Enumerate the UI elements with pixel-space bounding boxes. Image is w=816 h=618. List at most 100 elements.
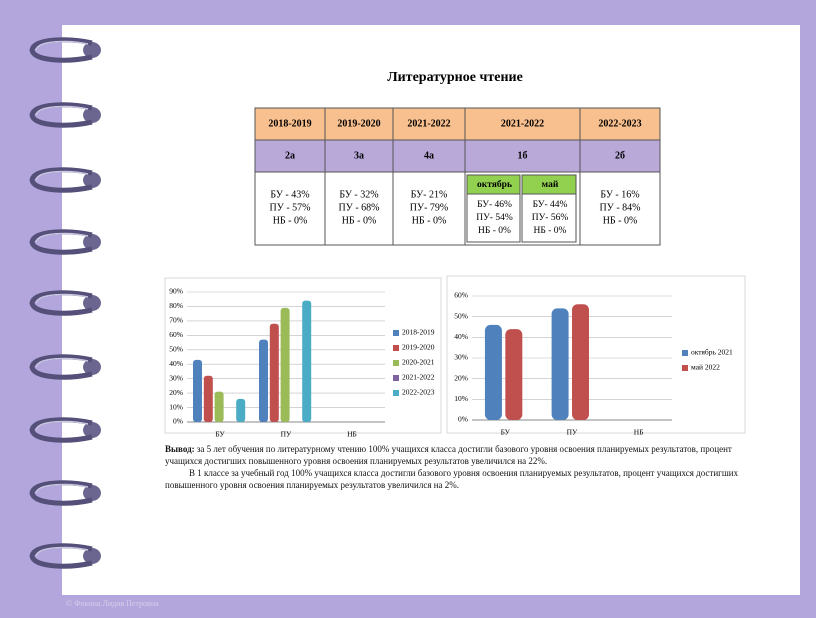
y-tick-label: 40% [169, 359, 183, 368]
header-text: 2018-2019 [268, 118, 311, 129]
ring-shine [35, 293, 89, 304]
class-text: 3а [354, 150, 364, 161]
bar [214, 391, 224, 422]
y-tick-label: 70% [169, 316, 183, 325]
class-cell [324, 139, 394, 173]
ring [29, 102, 93, 128]
x-tick-label: БУ [501, 428, 511, 437]
y-tick-label: 10% [454, 394, 468, 403]
table: 2018-2019 2а 2019-2020 3а 2021-2022 4а 2021-20… [254, 107, 661, 246]
ring-shine [35, 483, 89, 494]
paragraph: Вывод: за 5 лет обучения по литературном… [165, 443, 755, 467]
ring-hole [83, 485, 101, 501]
y-tick-label: 0% [458, 415, 468, 424]
split-text: БУ- 44% [533, 200, 568, 210]
result-cell [392, 171, 466, 246]
bar [302, 300, 312, 422]
bar [572, 304, 589, 420]
class-text: 2б [615, 150, 625, 161]
y-tick-label: 20% [169, 388, 183, 397]
header-text: 2021-2022 [501, 118, 544, 129]
text: за 5 лет обучения по литературному чтени… [165, 444, 732, 466]
split-text: ПУ- 54% [476, 213, 513, 223]
y-tick-label: 30% [454, 353, 468, 362]
result-text: ПУ - 68% [339, 202, 380, 213]
bar [280, 307, 290, 422]
split-cell [521, 193, 577, 243]
ring [29, 543, 93, 569]
conclusion-text: Вывод: за 5 лет обучения по литературном… [165, 443, 755, 491]
y-tick-label: 60% [454, 291, 468, 300]
y-tick-label: 50% [169, 344, 183, 353]
header-text: 2022-2023 [598, 118, 641, 129]
ring-shine [35, 546, 89, 557]
header-text: 2019-2020 [337, 118, 380, 129]
class-text: 4а [424, 150, 434, 161]
result-cell [579, 171, 661, 246]
ring-shine [35, 420, 89, 431]
class-text: 1б [518, 150, 528, 161]
bar [505, 329, 523, 420]
result-text: НБ - 0% [412, 215, 447, 226]
bar [551, 308, 569, 420]
bar [236, 398, 246, 422]
ring-hole [83, 42, 101, 58]
bar [259, 339, 268, 422]
result-text: ПУ- 79% [410, 202, 448, 213]
result-text: БУ - 16% [600, 189, 639, 200]
bar [193, 359, 202, 422]
title: Литературное чтение [387, 70, 523, 85]
ring-hole [83, 234, 101, 250]
result-text: БУ - 32% [339, 189, 378, 200]
ring-hole [83, 548, 101, 564]
ring [29, 354, 93, 380]
result-text: ПУ - 57% [270, 202, 311, 213]
ring-shine [35, 357, 89, 368]
class-cell [392, 139, 466, 173]
y-tick-label: 80% [169, 301, 183, 310]
legend-label: 2018-2019 [402, 328, 435, 337]
y-tick-label: 30% [169, 373, 183, 382]
result-text: ПУ - 84% [600, 202, 641, 213]
ring-shine [35, 232, 89, 243]
x-tick-label: БУ [215, 430, 225, 439]
split-text: НБ - 0% [534, 226, 567, 236]
result-text: НБ - 0% [603, 215, 638, 226]
legend-label: 2019-2020 [402, 343, 435, 352]
split-text: НБ - 0% [478, 226, 511, 236]
ring-shine [35, 105, 89, 116]
y-tick-label: 50% [454, 311, 468, 320]
y-tick-label: 20% [454, 373, 468, 382]
legend-label: октябрь 2021 [691, 348, 733, 357]
ring-hole [83, 172, 101, 188]
ring [29, 229, 93, 255]
x-tick-label: ПУ [567, 428, 578, 437]
footer: © Фокина Лидия Петровна [66, 599, 159, 608]
header-cell [579, 107, 661, 141]
legend-label: май 2022 [691, 363, 720, 372]
legend-label: 2022-2023 [402, 388, 435, 397]
charts: 0% 10% 20% 30% 40% 50% 60% 70% 80% 90% БУ ПУ НБ 2018-… [169, 287, 733, 439]
ring [29, 417, 93, 443]
y-tick-label: 90% [169, 287, 183, 296]
header-text: 2021-2022 [407, 118, 450, 129]
split-label: октябрь [477, 179, 512, 190]
legend-swatch [682, 365, 688, 371]
y-tick-label: 40% [454, 332, 468, 341]
x-tick-label: ПУ [281, 430, 292, 439]
header-cell [392, 107, 466, 141]
ring-shine [35, 170, 89, 181]
legend-label: 2021-2022 [402, 373, 435, 382]
ring [29, 167, 93, 193]
ring-shine [35, 40, 89, 51]
result-text: БУ - 43% [270, 189, 309, 200]
result-text: НБ - 0% [273, 215, 308, 226]
y-tick-label: 0% [173, 417, 183, 426]
ring-hole [83, 295, 101, 311]
ring [29, 290, 93, 316]
header-cell [464, 107, 581, 141]
class-text: 2а [285, 150, 295, 161]
bar [203, 375, 213, 422]
class-cell [464, 139, 581, 173]
